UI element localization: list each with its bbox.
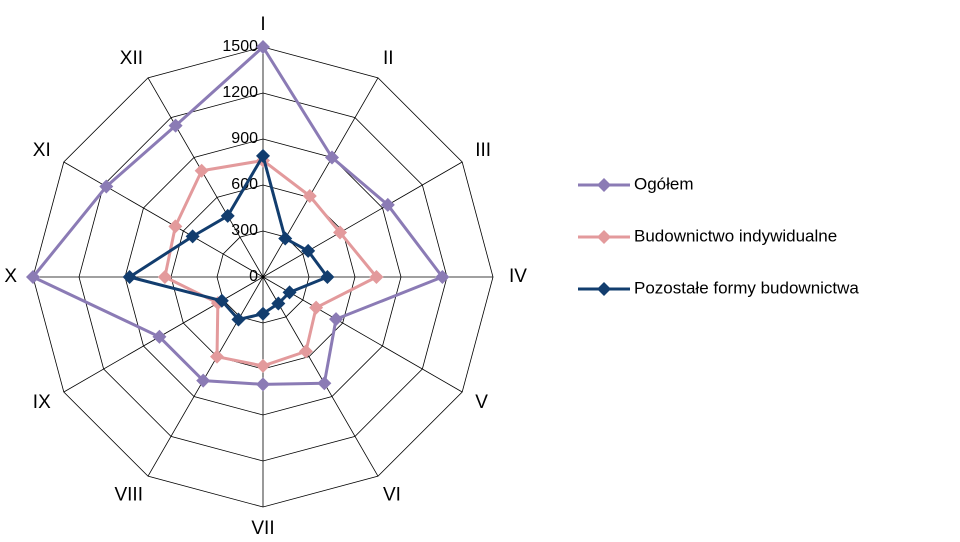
- legend-item: Pozostałe formy budownictwa: [578, 278, 859, 297]
- data-point: [214, 293, 229, 308]
- legend-label: Ogółem: [634, 174, 694, 193]
- data-point: [282, 285, 297, 300]
- category-label: III: [475, 140, 491, 161]
- data-point: [231, 312, 246, 327]
- legend: Ogółem Budownictwo indywidualne Pozostałe …: [578, 174, 859, 297]
- data-point: [168, 219, 183, 234]
- series-layer: [26, 40, 450, 392]
- data-point: [320, 270, 335, 284]
- tick-label: 1500: [222, 38, 258, 55]
- category-label: II: [383, 48, 394, 69]
- data-point: [220, 208, 235, 223]
- grid-spoke: [63, 161, 264, 278]
- data-point: [256, 358, 270, 373]
- data-point: [309, 300, 324, 315]
- data-point: [256, 306, 270, 321]
- data-point: [271, 296, 286, 311]
- category-label: IV: [509, 266, 527, 287]
- data-point: [325, 150, 339, 165]
- series-3: [122, 148, 335, 327]
- category-label: VI: [383, 484, 401, 505]
- tick-label: 1200: [222, 84, 258, 101]
- grid-spoke: [262, 276, 379, 477]
- series-2: [157, 153, 384, 373]
- data-point: [157, 270, 172, 284]
- tick-label: 900: [231, 130, 258, 147]
- data-point: [256, 40, 270, 54]
- category-label: V: [475, 392, 488, 413]
- data-point: [99, 179, 114, 194]
- data-point: [194, 163, 209, 178]
- category-label: X: [4, 266, 17, 287]
- legend-label: Budownictwo indywidualne: [634, 226, 837, 245]
- tick-label: 300: [231, 222, 258, 239]
- data-point: [302, 188, 317, 203]
- category-label: VIII: [114, 484, 143, 505]
- category-label: VII: [251, 518, 274, 539]
- data-point: [301, 243, 316, 258]
- legend-marker: [597, 230, 611, 244]
- grid-spoke: [147, 77, 264, 278]
- series-line: [128, 154, 329, 321]
- category-label: XII: [120, 48, 143, 69]
- data-point: [256, 148, 270, 163]
- data-point: [298, 344, 313, 359]
- data-point: [168, 118, 183, 133]
- grid-spoke: [262, 161, 463, 278]
- data-point: [329, 312, 344, 327]
- data-point: [369, 270, 384, 284]
- data-point: [152, 329, 167, 344]
- data-point: [26, 270, 40, 284]
- tick-label: 0: [249, 268, 258, 285]
- data-point: [185, 229, 200, 244]
- category-label: IX: [33, 392, 51, 413]
- legend-item: Ogółem: [578, 174, 694, 193]
- data-point: [210, 349, 224, 364]
- data-point: [435, 270, 450, 284]
- data-point: [256, 377, 270, 392]
- legend-marker: [597, 178, 611, 192]
- category-label: XI: [33, 140, 51, 161]
- grid-spoke: [262, 77, 379, 278]
- data-point: [196, 373, 211, 388]
- data-point: [278, 231, 293, 246]
- series-1: [26, 40, 450, 392]
- radar-grid: [32, 46, 494, 508]
- category-label: I: [260, 14, 265, 35]
- legend-marker: [597, 282, 611, 296]
- grid-spoke: [262, 276, 463, 393]
- data-point: [380, 197, 395, 212]
- legend-label: Pozostałe formy budownictwa: [634, 278, 859, 297]
- legend-item: Budownictwo indywidualne: [578, 226, 837, 245]
- data-point: [333, 225, 348, 240]
- data-point: [122, 270, 137, 284]
- data-point: [317, 376, 332, 391]
